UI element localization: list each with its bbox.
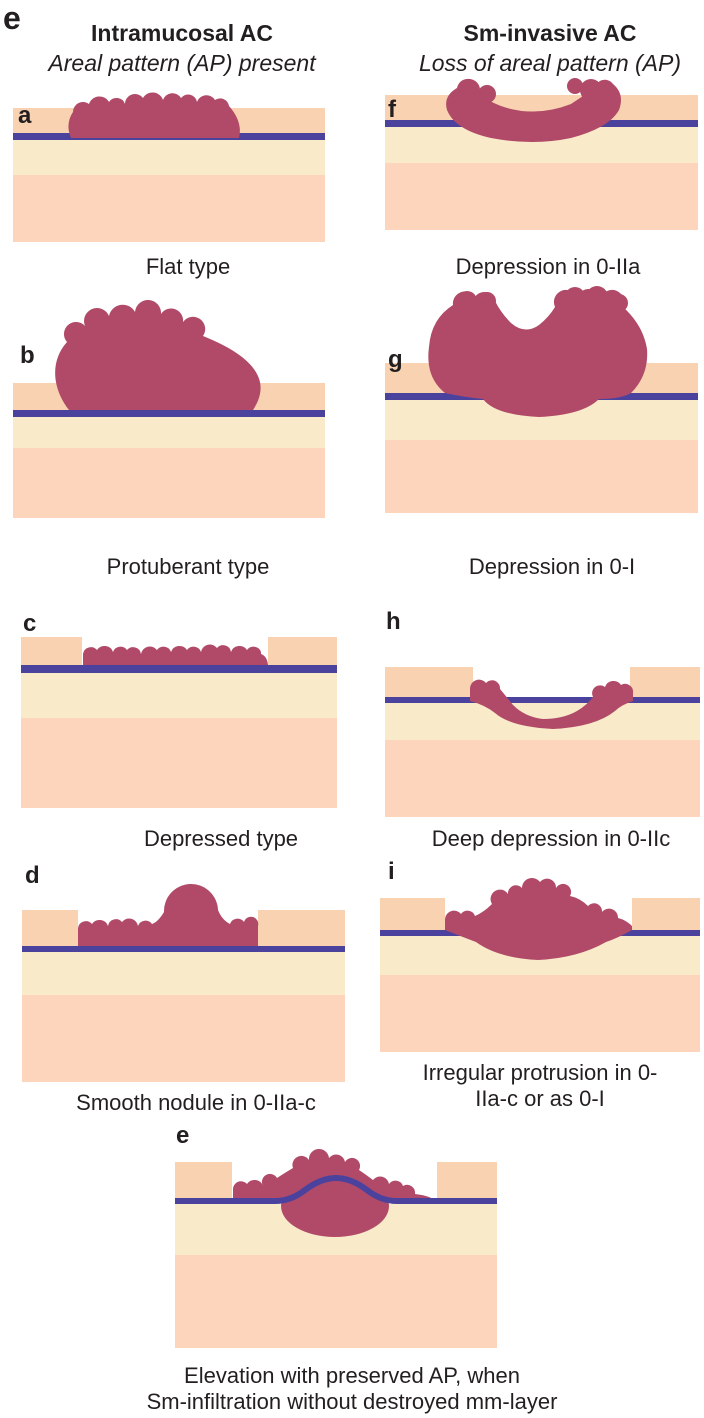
mucosa-shoulder-right: [268, 637, 337, 665]
panel-a-diagram: [13, 92, 325, 242]
tumor-shape: [68, 92, 240, 138]
muscle-layer: [385, 440, 698, 513]
tumor-lump: [610, 294, 628, 312]
panel-f-label: f: [388, 96, 396, 123]
panel-d-caption: Smooth nodule in 0-IIa-c: [76, 1090, 316, 1115]
panel-i-diagram: [380, 878, 700, 1052]
muscularis-mucosae-line: [175, 1174, 497, 1204]
submucosa-layer: [13, 140, 325, 175]
mucosa-shoulder-left: [175, 1162, 232, 1199]
figure-label: e: [3, 0, 21, 36]
tumor-lump: [600, 85, 618, 103]
panel-a-caption: Flat type: [145, 254, 231, 279]
muscularis-mucosae-line: [21, 665, 337, 673]
column-title-sm-invasive: Sm-invasive AC: [463, 20, 637, 46]
panel-d-label: d: [25, 862, 40, 889]
muscle-layer: [13, 448, 325, 518]
panel-f-caption: Depression in 0-IIa: [455, 254, 641, 279]
tumor-shape: [83, 644, 268, 665]
panel-b-caption: Protuberant type: [106, 554, 270, 579]
panel-b-label: b: [20, 342, 35, 369]
panel-e-caption-line2: Sm-infiltration without destroyed mm-lay…: [146, 1389, 558, 1414]
mucosa-shoulder-right: [632, 898, 700, 930]
tumor-shape: [446, 78, 621, 142]
muscle-layer: [385, 740, 700, 817]
panel-e-caption: Elevation with preserved AP, when Sm-inf…: [52, 1363, 652, 1415]
tumor-shape: [469, 679, 634, 729]
muscle-layer: [175, 1255, 497, 1348]
tumor-lump: [586, 286, 608, 308]
panel-g-caption: Depression in 0-I: [468, 554, 636, 579]
panel-i-caption-line1: Irregular protrusion in 0-: [422, 1060, 658, 1085]
panel-g-label: g: [388, 346, 403, 373]
submucosa-layer: [21, 673, 337, 718]
panel-f-diagram: [385, 78, 698, 230]
panel-i-label: i: [388, 858, 395, 885]
tumor-shape: [428, 289, 648, 417]
panel-c-label: c: [23, 610, 37, 637]
panel-e-label: e: [176, 1122, 190, 1149]
panel-h-caption: Deep depression in 0-IIc: [431, 826, 671, 851]
column-title-intramucosal: Intramucosal AC: [91, 20, 273, 46]
tumor-submucosal-mass: [281, 1175, 389, 1237]
panel-h-diagram: [385, 667, 700, 817]
muscularis-mucosae-line: [385, 697, 700, 703]
panel-i-caption: Irregular protrusion in 0- IIa-c or as 0…: [384, 1060, 696, 1112]
muscle-layer: [22, 995, 345, 1082]
mucosa-shoulder-left: [21, 637, 82, 665]
muscle-layer: [385, 163, 698, 230]
tumor-lump: [567, 78, 583, 94]
panel-e-diagram: [175, 1148, 497, 1348]
panel-e-caption-line1: Elevation with preserved AP, when: [184, 1363, 520, 1388]
tumor-lump: [580, 79, 602, 101]
tumor-lump: [565, 287, 585, 307]
mucosa-shoulder-left: [22, 910, 78, 946]
mucosa-shoulder-left: [380, 898, 445, 930]
panel-b-diagram: [13, 299, 325, 518]
panel-d-diagram: [22, 883, 345, 1082]
muscularis-mucosae-line: [22, 946, 345, 952]
panel-i-caption-line2: IIa-c or as 0-I: [475, 1086, 605, 1111]
submucosa-layer: [13, 417, 325, 448]
panel-c-diagram: [21, 637, 337, 808]
tumor-lump: [458, 79, 480, 101]
muscularis-mucosae-line: [13, 410, 325, 417]
panel-a-label: a: [18, 102, 32, 129]
tumor-lump: [478, 292, 496, 310]
muscle-layer: [13, 175, 325, 242]
tumor-shape: [78, 883, 259, 946]
panel-g-diagram: [385, 286, 698, 513]
tumor-shape: [444, 878, 632, 960]
tumor-shape: [55, 299, 261, 410]
mucosa-shoulder-right: [258, 910, 345, 946]
muscle-layer: [21, 718, 337, 808]
mucosa-shoulder-left: [385, 667, 473, 697]
mucosa-shoulder-right: [630, 667, 700, 697]
submucosa-layer: [22, 952, 345, 995]
column-subtitle-intramucosal: Areal pattern (AP) present: [48, 50, 316, 76]
panel-c-caption: Depressed type: [143, 826, 299, 851]
tumor-lump: [457, 291, 477, 311]
column-subtitle-sm-invasive: Loss of areal pattern (AP): [418, 50, 682, 76]
mucosa-shoulder-right: [437, 1162, 497, 1199]
muscle-layer: [380, 975, 700, 1052]
panel-h-label: h: [386, 608, 401, 635]
tumor-lump: [478, 85, 496, 103]
